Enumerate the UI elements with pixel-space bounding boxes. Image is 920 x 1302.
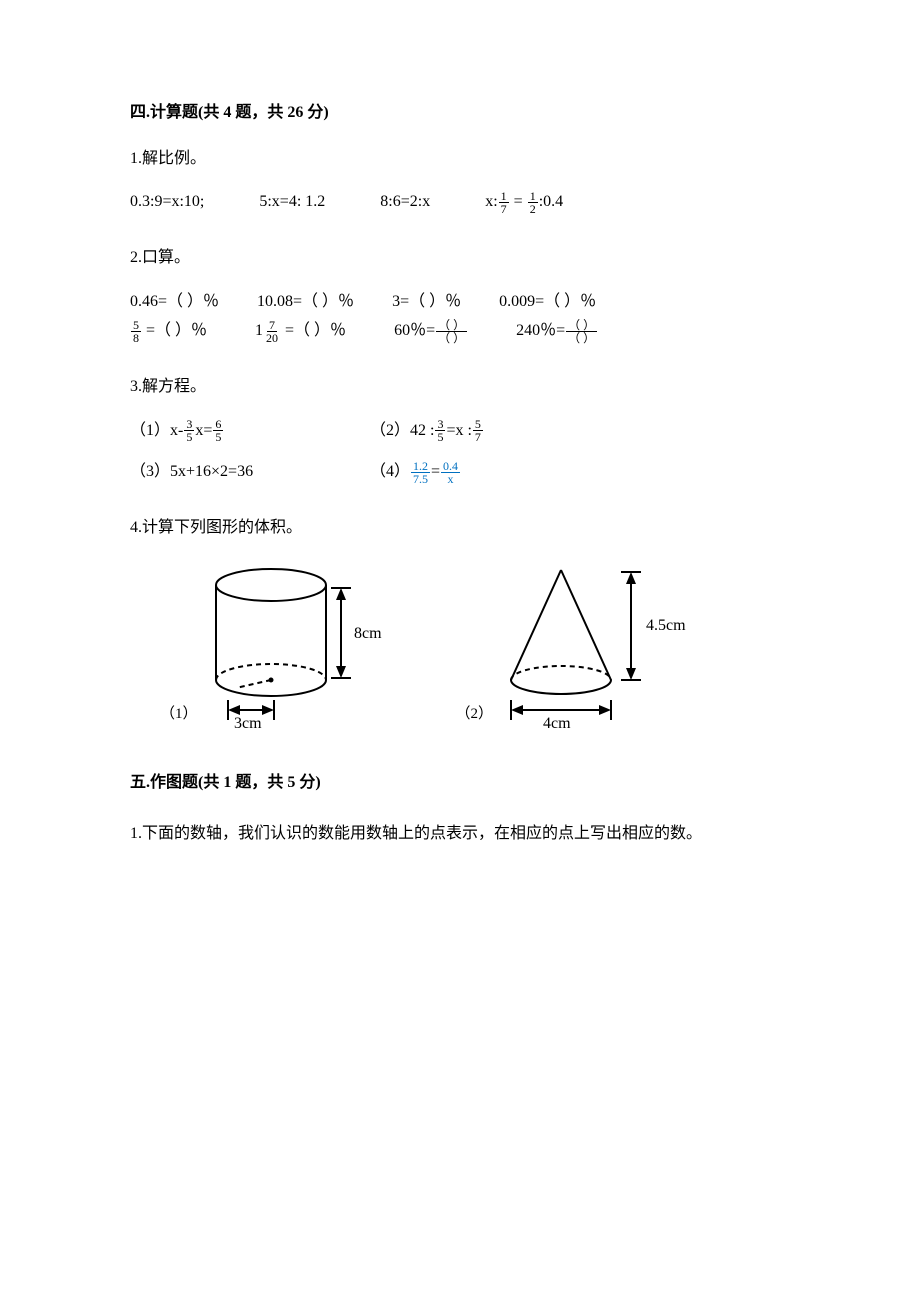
question-2-label: 2.口算。 [130,245,790,271]
q3-i1: （1）x- 35 x= 65 [130,418,370,444]
q2-r2-i2-frac: 720 [264,319,280,344]
q3-i2: （2）42 : 35 =x : 57 [370,418,610,444]
question-1-label: 1.解比例。 [130,146,790,172]
q3-i4: （4）1.27.5 = 0.4x [370,459,610,485]
q3-i2-f1: 35 [435,418,445,443]
q2-r2-i1-frac: 58 [131,319,141,344]
q1-eq-2: 5:x=4: 1.2 [259,189,325,215]
q2-r2-i3: 60％=（ ）（ ） [394,318,468,344]
cone-figure: 4.5cm 4cm [501,560,701,730]
q2-row1: 0.46=（ ）％ 10.08=（ ）％ 3=（ ）％ 0.009=（ ）％ [130,289,790,315]
figure-2-label: （2） [456,702,494,726]
q2-r2-i3-prefix: 60％= [394,322,435,339]
q3-i4-f1: 1.27.5 [411,460,430,485]
q3-i1-mid: x= [195,418,212,444]
q2-row2: 58 =（ ）％ 1720 =（ ）％ 60％=（ ）（ ） 240％=（ ）（… [130,318,790,344]
section-5-q1: 1.下面的数轴，我们认识的数能用数轴上的点表示，在相应的点上写出相应的数。 [130,816,790,851]
question-4: 4.计算下列图形的体积。 （1） [130,515,790,731]
q1-eq-1: 0.3:9=x:10; [130,189,204,215]
cylinder-height-label: 8cm [354,625,382,642]
q2-r1-i4: 0.009=（ ）％ [499,289,596,315]
q2-r1-i3: 3=（ ）％ [392,289,461,315]
q2-r1-i2: 10.08=（ ）％ [257,289,354,315]
q1-eq-4: x:17 = 12:0.4 [485,189,563,215]
q2-r2-i3-frac: （ ）（ ） [436,319,467,344]
cylinder-figure: 8cm 3cm [206,560,386,730]
q1-equations: 0.3:9=x:10; 5:x=4: 1.2 8:6=2:x x:17 = 12… [130,189,790,215]
figure-1-wrap: （1） 8cm [160,560,386,730]
q3-i4-f2: 0.4x [441,460,460,485]
q1-eq-3: 8:6=2:x [380,189,430,215]
q3-i2-mid: =x : [446,418,471,444]
q3-i4-mid: = [431,459,440,485]
question-3: 3.解方程。 （1）x- 35 x= 65 （2）42 : 35 =x : 57… [130,374,790,485]
cylinder-radius-label: 3cm [234,715,262,730]
question-1: 1.解比例。 0.3:9=x:10; 5:x=4: 1.2 8:6=2:x x:… [130,146,790,215]
q1-eq-4-frac1: 17 [499,190,509,215]
q3-i1-f2: 65 [213,418,223,443]
section-5-q1-label: 1.下面的数轴，我们认识的数能用数轴上的点表示，在相应的点上写出相应的数。 [130,816,790,851]
figures-row: （1） 8cm [160,560,790,730]
q2-r2-i2-prefix: 1 [255,322,263,339]
q1-eq-4-prefix: x: [485,193,497,210]
q3-i3: （3）5x+16×2=36 [130,459,370,485]
q2-r2-i1: 58 =（ ）％ [130,318,207,344]
question-4-label: 4.计算下列图形的体积。 [130,515,790,541]
q2-r2-i4-prefix: 240％= [516,322,565,339]
q3-i2-prefix: （2）42 : [370,418,434,444]
question-3-label: 3.解方程。 [130,374,790,400]
q1-eq-4-frac2: 12 [528,190,538,215]
q2-r2-i4-frac: （ ）（ ） [566,319,597,344]
q3-i1-prefix: （1）x- [130,418,183,444]
section-5-title: 五.作图题(共 1 题，共 5 分) [130,770,790,796]
figure-2-wrap: （2） 4.5cm [456,560,702,730]
cone-height-label: 4.5cm [646,617,686,634]
q2-r1-i1: 0.46=（ ）％ [130,289,219,315]
q3-i4-prefix: （4） [370,459,410,485]
q1-eq-4-suffix: :0.4 [539,193,563,210]
q2-r2-i1-suffix: =（ ）％ [142,322,207,339]
q3-grid: （1）x- 35 x= 65 （2）42 : 35 =x : 57 （3）5x+… [130,418,790,485]
cone-diameter-label: 4cm [543,715,571,730]
section-5: 五.作图题(共 1 题，共 5 分) 1.下面的数轴，我们认识的数能用数轴上的点… [130,770,790,851]
q2-r2-i2: 1720 =（ ）％ [255,318,346,344]
q3-i2-f2: 57 [473,418,483,443]
question-2: 2.口算。 0.46=（ ）％ 10.08=（ ）％ 3=（ ）％ 0.009=… [130,245,790,344]
q1-eq-4-mid: = [510,193,527,210]
section-4: 四.计算题(共 4 题，共 26 分) 1.解比例。 0.3:9=x:10; 5… [130,100,790,730]
section-4-title: 四.计算题(共 4 题，共 26 分) [130,100,790,126]
q2-r2-i2-suffix: =（ ）％ [281,322,346,339]
q3-i1-f1: 35 [184,418,194,443]
q2-r2-i4: 240％=（ ）（ ） [516,318,598,344]
figure-1-label: （1） [160,702,198,726]
